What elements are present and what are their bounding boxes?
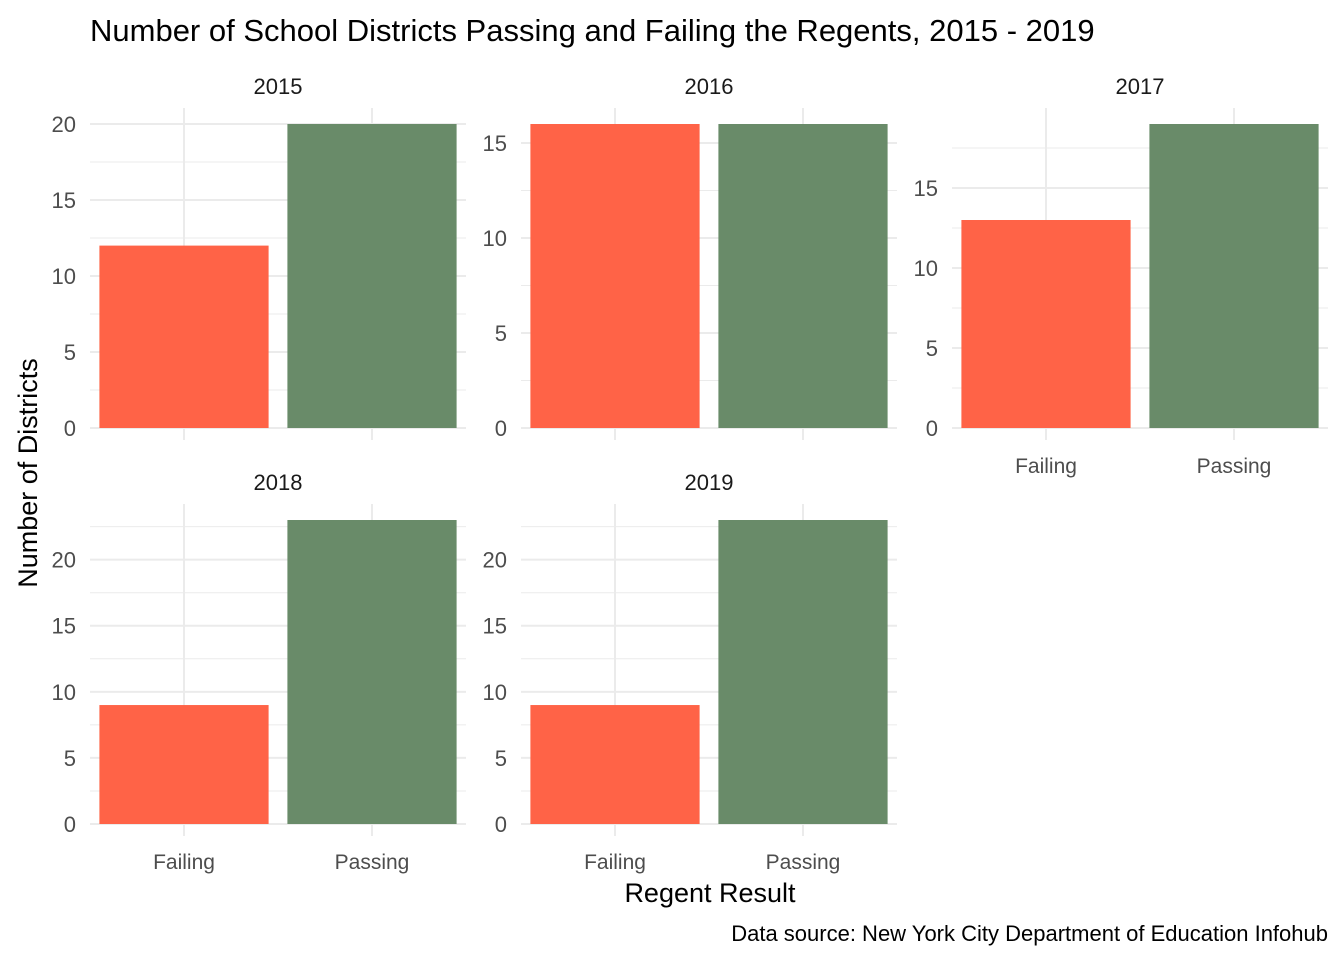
y-axis-title: Number of Districts — [13, 358, 43, 588]
facet-title: 2018 — [254, 470, 303, 495]
y-tick-label: 10 — [483, 680, 507, 705]
y-tick-label: 15 — [52, 188, 76, 213]
y-tick-label: 20 — [52, 548, 76, 573]
facet-panel-2017: 0 5 10 15 Failing Passing 2017 — [914, 74, 1328, 478]
y-tick-label: 0 — [495, 416, 507, 441]
y-tick-label: 0 — [926, 416, 938, 441]
bar-2019-passing — [718, 520, 888, 824]
y-tick-label: 5 — [495, 321, 507, 346]
y-tick-label: 0 — [64, 416, 76, 441]
facet-title: 2015 — [254, 74, 303, 99]
x-tick-label: Passing — [766, 851, 841, 874]
facet-panel-2018: 0 5 10 15 20 Failing Passing 2018 — [52, 470, 466, 874]
bar-2015-passing — [287, 124, 457, 428]
bar-2017-failing — [961, 220, 1131, 428]
facet-panel-2019: 0 5 10 15 20 Failing Passing 2019 — [483, 470, 897, 874]
chart-title: Number of School Districts Passing and F… — [90, 13, 1095, 48]
y-tick-label: 5 — [926, 336, 938, 361]
bar-2018-passing — [287, 520, 457, 824]
bar-2015-failing — [99, 245, 269, 428]
y-tick-label: 20 — [52, 112, 76, 137]
facet-panel-2016: 0 5 10 15 2016 — [483, 74, 897, 441]
y-tick-label: 10 — [483, 226, 507, 251]
facet-panel-2015: 0 5 10 15 20 2015 — [52, 74, 466, 441]
bar-2018-failing — [99, 705, 269, 824]
y-tick-label: 5 — [64, 340, 76, 365]
y-tick-label: 0 — [495, 812, 507, 837]
y-tick-label: 15 — [52, 614, 76, 639]
y-tick-label: 5 — [495, 746, 507, 771]
x-tick-label: Passing — [1197, 455, 1272, 478]
y-tick-label: 20 — [483, 548, 507, 573]
bar-2016-failing — [530, 124, 700, 428]
bar-2016-passing — [718, 124, 888, 428]
y-tick-label: 15 — [483, 614, 507, 639]
x-tick-label: Failing — [584, 851, 646, 874]
facet-title: 2019 — [685, 470, 734, 495]
bar-2019-failing — [530, 705, 700, 824]
y-tick-label: 10 — [914, 256, 938, 281]
y-tick-label: 15 — [914, 176, 938, 201]
facet-title: 2016 — [685, 74, 734, 99]
x-tick-label: Failing — [153, 851, 215, 874]
x-tick-label: Failing — [1015, 455, 1077, 478]
bar-2017-passing — [1149, 124, 1319, 428]
y-tick-label: 0 — [64, 812, 76, 837]
y-tick-label: 15 — [483, 131, 507, 156]
y-tick-label: 10 — [52, 680, 76, 705]
y-tick-label: 10 — [52, 264, 76, 289]
x-tick-label: Passing — [335, 851, 410, 874]
x-axis-title: Regent Result — [624, 878, 796, 908]
caption: Data source: New York City Department of… — [731, 921, 1328, 946]
facet-title: 2017 — [1116, 74, 1165, 99]
y-tick-label: 5 — [64, 746, 76, 771]
